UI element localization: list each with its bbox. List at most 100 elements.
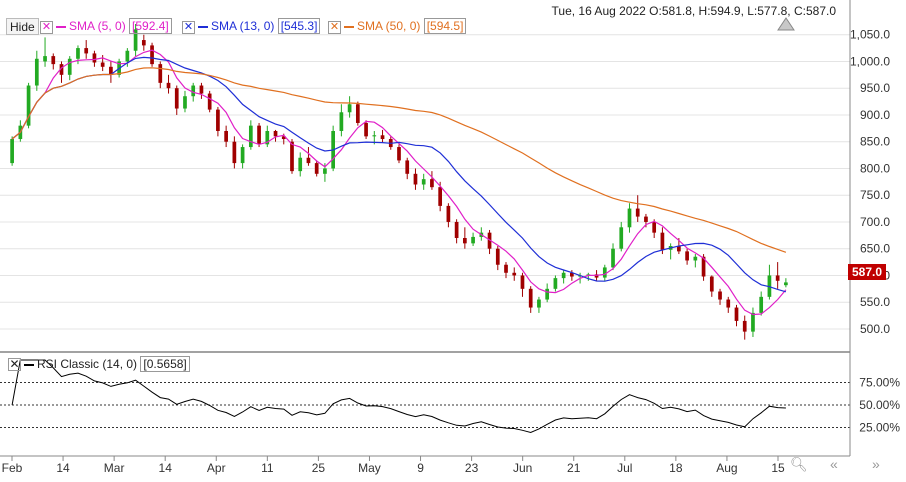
remove-sma5-icon[interactable]: ✕: [40, 21, 53, 34]
ohlc-high: H:594.9: [698, 4, 741, 18]
price-tick-label: 750.0: [860, 188, 890, 202]
candle-body: [290, 141, 294, 172]
rsi-tick-label: 25.00%: [859, 421, 900, 435]
candle-body: [734, 307, 739, 321]
fit-left-icon[interactable]: «: [830, 456, 838, 472]
sma5-swatch: [56, 25, 66, 28]
rsi-line: [11, 359, 786, 434]
remove-sma50-icon[interactable]: ✕: [328, 21, 341, 34]
ohlc-close: C:587.0: [793, 4, 836, 18]
candle-body: [405, 160, 410, 174]
candle-body: [133, 29, 138, 51]
candle-body: [166, 82, 171, 89]
time-tick-label: 21: [567, 461, 581, 475]
rsi-label: RSI Classic (14, 0): [37, 357, 138, 371]
time-tick-label: Mar: [104, 461, 125, 475]
candle-body: [109, 66, 113, 75]
candle-body: [207, 93, 212, 110]
time-tick-label: Feb: [2, 461, 23, 475]
candle-body: [26, 85, 31, 126]
candle-body: [627, 208, 632, 228]
candle-body: [232, 141, 237, 164]
sma50-swatch: [344, 25, 354, 28]
candle-body: [216, 109, 220, 131]
legend-sma13[interactable]: ✕ SMA (13, 0) [545.3]: [182, 18, 321, 35]
candle-body: [141, 40, 146, 46]
candle-body: [520, 275, 525, 289]
legend-sma50[interactable]: ✕ SMA (50, 0) [594.5]: [328, 18, 467, 35]
time-tick-label: 9: [417, 461, 424, 475]
candle-body: [273, 131, 278, 137]
candle-body: [240, 147, 245, 164]
candle-body: [677, 246, 681, 252]
candle-body: [183, 96, 187, 109]
candle-body: [512, 272, 517, 276]
price-tick-label: 650.0: [860, 242, 890, 256]
rsi-swatch: [24, 363, 34, 366]
price-tick-label: 550.0: [860, 295, 890, 309]
candle-body: [693, 256, 698, 261]
last-price-tag: 587.0: [847, 264, 886, 280]
candle-body: [100, 62, 105, 67]
candle-body: [224, 131, 228, 142]
remove-rsi-icon[interactable]: ✕: [8, 357, 21, 371]
candle-body: [59, 64, 64, 75]
candle-body: [150, 45, 154, 65]
time-tick-label: 14: [159, 461, 173, 475]
candle-body: [545, 288, 550, 300]
sma13-line: [11, 56, 787, 293]
time-tick-label: 18: [669, 461, 683, 475]
remove-sma13-icon[interactable]: ✕: [182, 21, 195, 34]
rsi-axis: 75.00% 50.00% 25.00%: [859, 376, 900, 435]
candle-body: [355, 104, 360, 123]
candle-body: [784, 282, 788, 286]
candle-body: [652, 221, 657, 233]
candle-body: [306, 157, 311, 164]
legend-sma5[interactable]: ✕ SMA (5, 0) [592.4]: [40, 18, 172, 35]
zoom-icon[interactable]: 🔍︎: [790, 456, 808, 472]
ohlc-readout: Tue, 16 Aug 2022 O:581.8, H:594.9, L:577…: [551, 4, 836, 18]
price-tick-label: 800.0: [860, 161, 890, 175]
candle-body: [635, 208, 640, 217]
candle-body: [34, 58, 39, 86]
candle-body: [553, 278, 558, 289]
price-axis: 1,050.0 1,000.0 950.0 900.0 850.0 800.0 750.0 7…: [850, 28, 890, 336]
sma5-value: [592.4]: [129, 18, 172, 34]
candle-body: [718, 291, 722, 300]
scroll-up-icon[interactable]: [777, 17, 795, 31]
sma50-label: SMA (50, 0): [357, 19, 421, 33]
legend-rsi[interactable]: ✕ RSI Classic (14, 0) [0.5658]: [8, 356, 190, 372]
sma13-value: [545.3]: [277, 18, 321, 34]
price-tick-label: 950.0: [860, 81, 890, 95]
price-tick-label: 850.0: [860, 135, 890, 149]
candle-body: [709, 276, 714, 292]
candle-body: [644, 216, 648, 222]
rsi-value: [0.5658]: [140, 356, 190, 372]
candle-body: [454, 221, 459, 238]
sma5-line: [11, 49, 787, 316]
candle-body: [594, 274, 599, 278]
candle-body: [471, 236, 475, 244]
candle-body: [751, 312, 755, 332]
sma50-line: [11, 67, 787, 253]
time-tick-label: Aug: [716, 461, 737, 475]
hide-button[interactable]: Hide: [6, 18, 39, 35]
time-tick-label: 23: [465, 461, 479, 475]
candle-body: [537, 299, 541, 308]
candle-body: [759, 296, 764, 313]
candle-body: [364, 122, 368, 137]
ohlc-date: Tue, 16 Aug 2022: [551, 4, 646, 18]
time-tick-label: 25: [312, 461, 326, 475]
time-tick-label: 15: [771, 461, 785, 475]
candle-body: [314, 163, 319, 174]
fit-right-icon[interactable]: »: [872, 456, 880, 472]
candle-body: [602, 267, 607, 278]
rsi-tick-label: 50.00%: [859, 398, 900, 412]
candle-body: [92, 53, 97, 63]
rsi-tick-label: 75.00%: [859, 376, 900, 390]
time-tick-label: Jun: [513, 461, 532, 475]
time-tick-label: Jul: [617, 461, 632, 475]
candle-body: [701, 256, 706, 277]
